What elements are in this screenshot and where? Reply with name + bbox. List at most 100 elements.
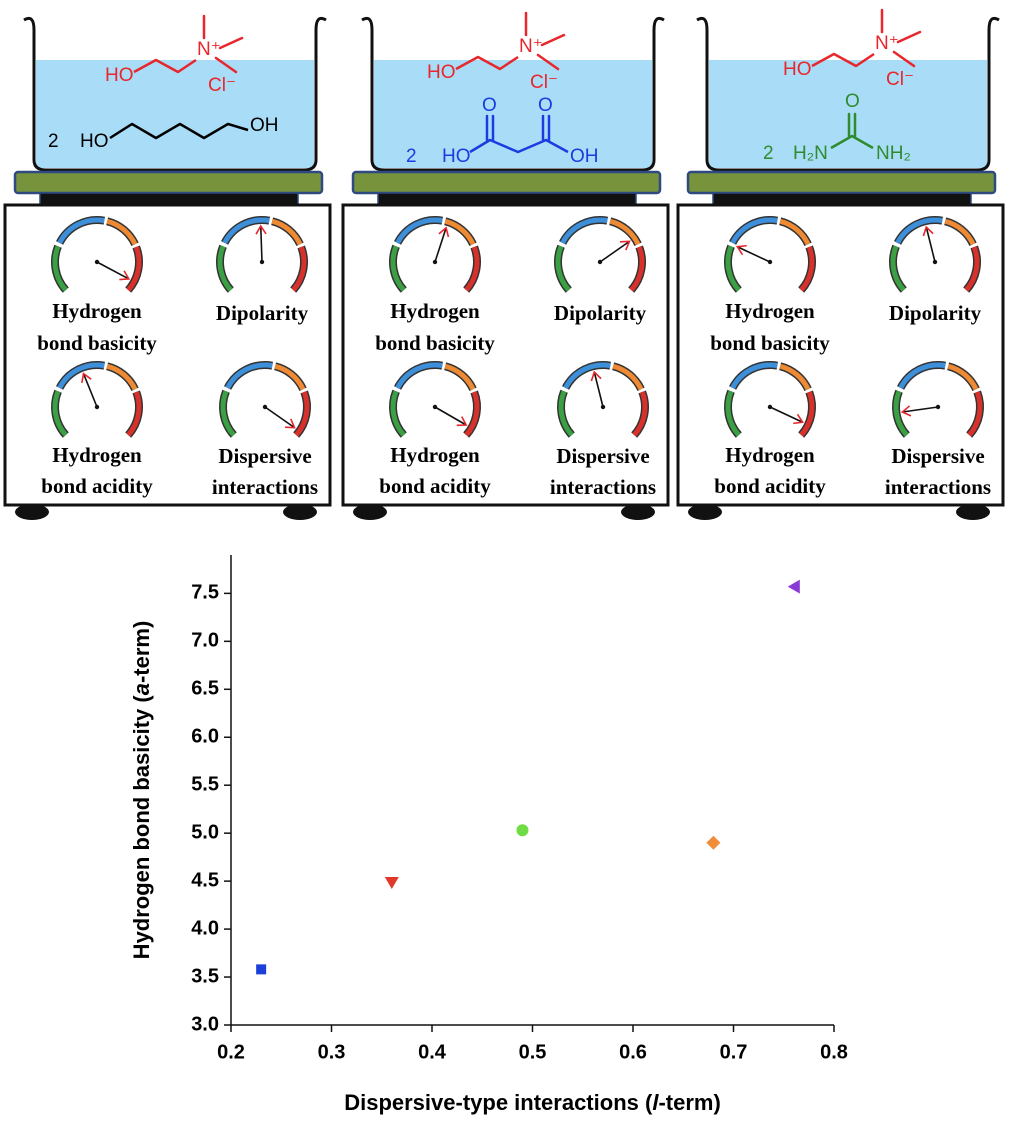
gauge-arc xyxy=(555,245,571,292)
gauge-arc xyxy=(217,245,233,292)
needle-pivot xyxy=(94,259,100,265)
x-axis-title-part: l xyxy=(652,1090,659,1115)
needle-head xyxy=(620,240,631,251)
gauge xyxy=(51,216,143,293)
gauge-arc xyxy=(225,362,273,390)
gauge-arc xyxy=(274,363,306,391)
chem-label: 2 xyxy=(406,146,417,167)
gauge-arc xyxy=(464,391,480,437)
gauge-arc xyxy=(395,217,443,245)
beaker xyxy=(23,16,327,172)
gauge-arc xyxy=(947,363,979,391)
y-tick-label: 4.0 xyxy=(191,917,219,939)
choline-chloride: HO N⁺ Cl⁻ xyxy=(427,11,566,93)
liquid xyxy=(36,60,314,168)
hydrogen-bond-donor: 2 HO OH xyxy=(48,115,279,152)
gauge-arc xyxy=(779,218,811,246)
bond xyxy=(811,52,875,68)
chem-label: 2 xyxy=(763,143,774,164)
gauge-arc xyxy=(271,218,303,246)
foot xyxy=(956,504,990,520)
plate-base xyxy=(377,192,637,206)
y-tick-label: 3.0 xyxy=(191,1013,219,1035)
chem-label: HO xyxy=(427,62,456,83)
needle-pivot xyxy=(262,404,268,410)
gauge-label: bond basicity xyxy=(375,331,495,355)
chem-label: O xyxy=(482,95,497,116)
needle-pivot xyxy=(94,404,100,410)
bond xyxy=(892,50,916,68)
gauge-arc xyxy=(57,362,105,390)
needle xyxy=(96,261,130,280)
gauge-label: interactions xyxy=(212,475,318,499)
bond xyxy=(214,56,238,74)
y-tick-label: 6.5 xyxy=(191,678,219,700)
gauge-arc xyxy=(106,363,138,391)
x-tick-label: 0.2 xyxy=(217,1041,245,1063)
plate-base xyxy=(712,192,972,206)
needle-head xyxy=(255,224,267,235)
gauge-label: Dipolarity xyxy=(554,301,647,325)
bond xyxy=(218,36,244,50)
needle-pivot xyxy=(259,259,265,265)
gauge-arc xyxy=(967,391,983,437)
gauge xyxy=(724,216,816,293)
gauge-label: bond basicity xyxy=(710,331,830,355)
gauge xyxy=(216,216,308,293)
chem-label: O xyxy=(845,91,860,112)
bond xyxy=(540,33,566,47)
point xyxy=(787,579,800,594)
needle xyxy=(599,240,630,263)
point xyxy=(516,824,529,837)
hydrogen-bond-donor: 2 H₂N O NH₂ xyxy=(763,91,911,164)
panel: HO N⁺ Cl⁻ 2 H₂N O NH₂ Hydrogen bond basicity Dipo… xyxy=(676,8,1005,520)
needle xyxy=(593,371,604,408)
gauge-label: Hydrogen xyxy=(390,299,480,323)
y-axis-title-part: -term) xyxy=(129,621,154,683)
chem-label: Cl⁻ xyxy=(886,69,914,90)
chem-label: HO xyxy=(442,146,471,167)
hot-plate xyxy=(686,170,997,195)
foot xyxy=(688,504,722,520)
needle-head xyxy=(736,244,747,256)
chem-label: Cl⁻ xyxy=(208,75,236,96)
chem-label: OH xyxy=(570,146,599,167)
bond xyxy=(896,30,922,44)
gauge-arc xyxy=(612,363,644,391)
gauge-arc xyxy=(126,246,142,292)
gauge-label: interactions xyxy=(550,475,656,499)
gauge-arc xyxy=(632,391,648,437)
y-axis-title-part: Hydrogen bond basicity ( xyxy=(129,695,154,960)
chem-label: NH₂ xyxy=(876,143,911,164)
foot xyxy=(353,504,387,520)
chem-label: HO xyxy=(783,59,812,80)
needle xyxy=(925,226,936,263)
gauge-arc xyxy=(395,362,443,390)
chem-label: N⁺ xyxy=(519,36,543,57)
x-axis-title-part: -term) xyxy=(658,1090,720,1115)
gauge-arc xyxy=(444,363,476,391)
gauge-arc xyxy=(558,390,574,437)
gauge-label: Hydrogen xyxy=(52,443,142,467)
needle-head xyxy=(922,225,934,237)
gauge-arc xyxy=(291,246,307,292)
gauge-label: Dipolarity xyxy=(216,301,309,325)
gauge-arc xyxy=(629,246,645,292)
plate-base xyxy=(39,192,299,206)
needle-head xyxy=(81,372,92,384)
gauge-arc xyxy=(895,217,943,245)
chem-label: HO xyxy=(80,131,109,152)
x-tick-label: 0.8 xyxy=(820,1041,848,1063)
gauge-arc xyxy=(57,217,105,245)
gauge-label: Dispersive xyxy=(556,444,649,468)
needle xyxy=(434,406,467,426)
gauge-label: Hydrogen xyxy=(390,443,480,467)
gauge-arc xyxy=(725,390,741,437)
gauge-arc xyxy=(126,391,142,437)
gauge-arc xyxy=(799,391,815,437)
needle-head xyxy=(456,416,468,427)
y-tick-label: 7.0 xyxy=(191,630,219,652)
gauge-arc xyxy=(944,218,976,246)
